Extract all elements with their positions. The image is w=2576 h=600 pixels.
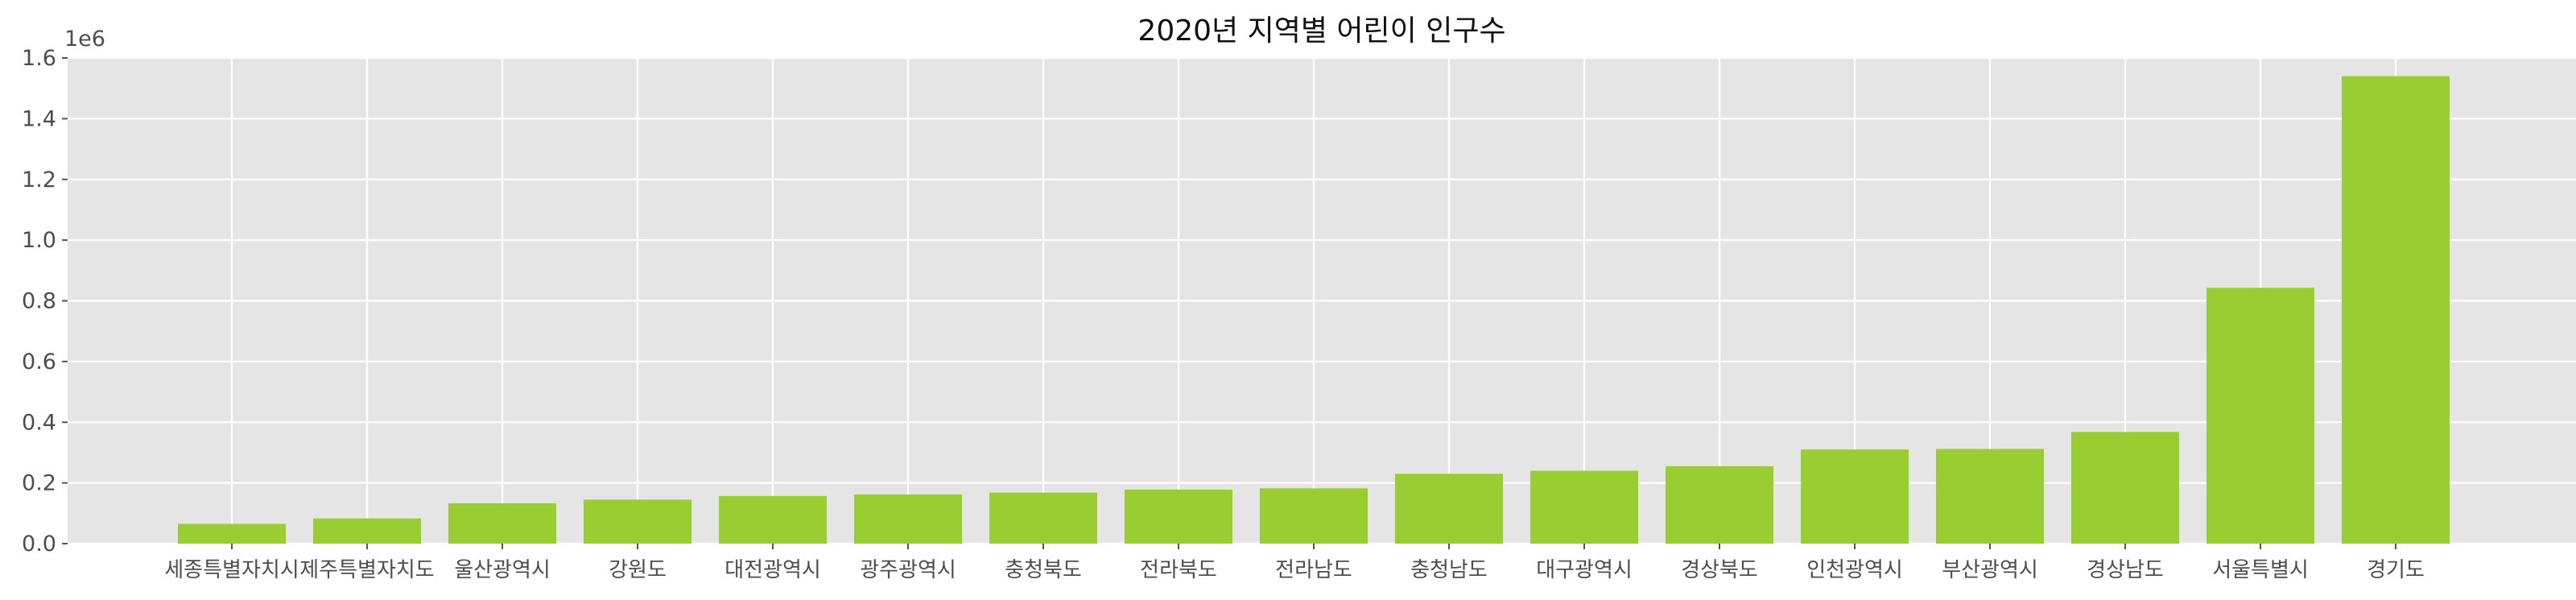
- bar-13: [1936, 449, 2044, 544]
- x-tick-label-9: 충청남도: [1410, 558, 1488, 582]
- y-tick-label-8: 1.6: [22, 46, 56, 71]
- bar-14: [2071, 432, 2179, 544]
- y-axis-ticks: 0.0 0.2 0.4 0.6 0.8 1.0 1.2 1.4 1.6: [22, 46, 68, 557]
- x-tick-label-14: 경상남도: [2087, 558, 2164, 582]
- y-tick-label-5: 1.0: [22, 228, 56, 253]
- x-tick-label-13: 부산광역시: [1942, 558, 2038, 582]
- bar-4: [719, 495, 827, 544]
- bar-2: [448, 503, 556, 544]
- y-tick-label-7: 1.4: [22, 106, 56, 131]
- y-tick-label-2: 0.4: [22, 410, 56, 435]
- bar-10: [1530, 470, 1638, 544]
- y-tick-label-1: 0.2: [22, 471, 56, 496]
- bar-12: [1801, 449, 1909, 544]
- bars: [178, 76, 2450, 544]
- bar-7: [1125, 489, 1232, 544]
- x-tick-label-7: 전라북도: [1140, 558, 1217, 582]
- x-tick-label-15: 서울특별시: [2212, 558, 2309, 582]
- x-tick-label-8: 전라남도: [1275, 558, 1352, 582]
- bar-6: [989, 492, 1097, 544]
- x-tick-label-4: 대전광역시: [724, 558, 821, 582]
- y-tick-label-3: 0.6: [22, 350, 56, 374]
- bar-1: [313, 518, 421, 544]
- bar-8: [1260, 488, 1368, 544]
- x-tick-label-11: 경상북도: [1681, 558, 1758, 582]
- bar-15: [2207, 288, 2314, 544]
- bar-16: [2342, 76, 2450, 544]
- x-tick-label-5: 광주광역시: [860, 558, 956, 582]
- x-tick-label-12: 인천광역시: [1806, 558, 1903, 582]
- y-tick-label-4: 0.8: [22, 289, 56, 314]
- grid-lines: [68, 56, 2576, 545]
- x-tick-label-10: 대구광역시: [1536, 558, 1633, 582]
- bar-9: [1395, 474, 1503, 544]
- y-axis-offset-label: 1e6: [64, 27, 105, 52]
- x-tick-label-0: 세종특별자치시: [164, 558, 299, 582]
- bar-0: [178, 523, 286, 544]
- x-tick-label-1: 제주특별자치도: [299, 558, 434, 582]
- y-tick-label-0: 0.0: [22, 532, 56, 557]
- chart-title: 2020년 지역별 어린이 인구수: [1137, 14, 1505, 48]
- x-tick-label-2: 울산광역시: [454, 558, 551, 582]
- x-tick-label-6: 충청북도: [1005, 558, 1082, 582]
- bar-3: [584, 499, 691, 544]
- x-tick-label-16: 경기도: [2367, 558, 2425, 582]
- bar-5: [854, 494, 962, 544]
- y-tick-label-6: 1.2: [22, 168, 56, 192]
- x-axis-ticks: 세종특별자치시 제주특별자치도 울산광역시 강원도 대전광역시 광주광역시 충청북도 전라북도…: [164, 544, 2425, 582]
- bar-11: [1666, 466, 1773, 544]
- x-tick-label-3: 강원도: [609, 558, 667, 582]
